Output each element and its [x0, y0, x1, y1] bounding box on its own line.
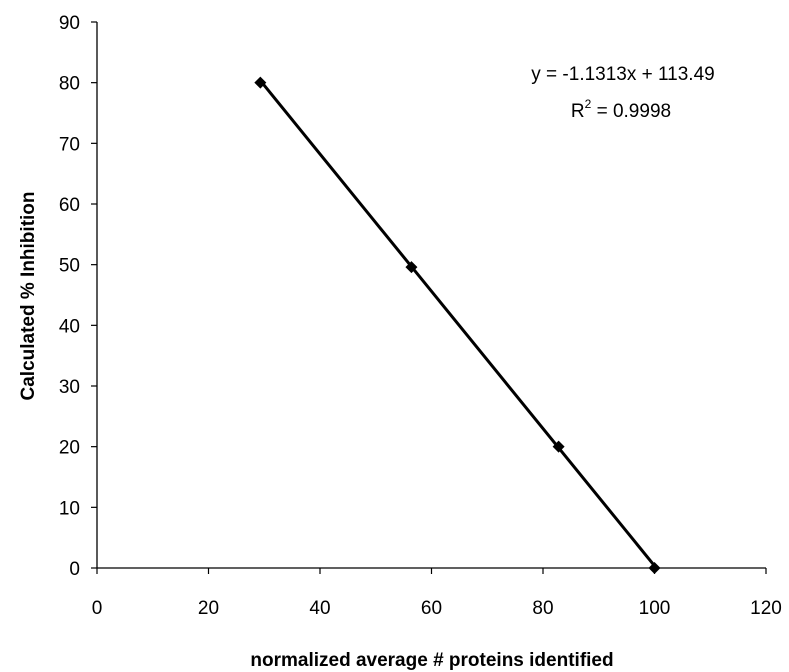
y-tick-label: 90: [59, 13, 80, 34]
x-tick-label: 60: [421, 598, 442, 619]
data-point: [254, 76, 267, 89]
x-tick-label: 100: [639, 598, 671, 619]
r-squared-prefix: R: [571, 101, 585, 122]
y-tick-label: 20: [59, 438, 80, 459]
y-tick-label: 60: [59, 195, 80, 216]
y-tick-label: 50: [59, 256, 80, 277]
r-squared-label: R2 = 0.9998: [571, 97, 671, 122]
x-tick-label: 0: [92, 598, 103, 619]
x-tick-label: 80: [532, 598, 553, 619]
y-tick-label: 40: [59, 316, 80, 337]
y-tick-label: 0: [69, 559, 80, 580]
x-tick-label: 120: [750, 598, 782, 619]
y-tick-label: 80: [59, 74, 80, 95]
y-tick-label: 30: [59, 377, 80, 398]
data-point: [405, 261, 418, 274]
data-points: [254, 76, 661, 574]
y-tick-label: 70: [59, 134, 80, 155]
trendline-annotation: y = -1.1313x + 113.49 R2 = 0.9998: [531, 64, 714, 122]
r-squared-value: = 0.9998: [591, 101, 671, 122]
trendline-group: [259, 79, 656, 567]
x-tick-label: 40: [309, 598, 330, 619]
r-squared-superscript: 2: [585, 97, 592, 111]
data-point: [552, 440, 565, 453]
data-point: [648, 562, 661, 574]
equation-label: y = -1.1313x + 113.49: [531, 64, 714, 85]
trendline: [259, 79, 656, 567]
y-tick-label: 10: [59, 498, 80, 519]
x-tick-label: 20: [198, 598, 219, 619]
y-axis-title: Calculated % Inhibition: [18, 191, 39, 400]
x-axis-title: normalized average # proteins identified: [250, 650, 613, 671]
tick-labels: 0 10 20 30 40 50 60 70 80 90 0 20 40 60 80 100 120: [59, 13, 782, 619]
